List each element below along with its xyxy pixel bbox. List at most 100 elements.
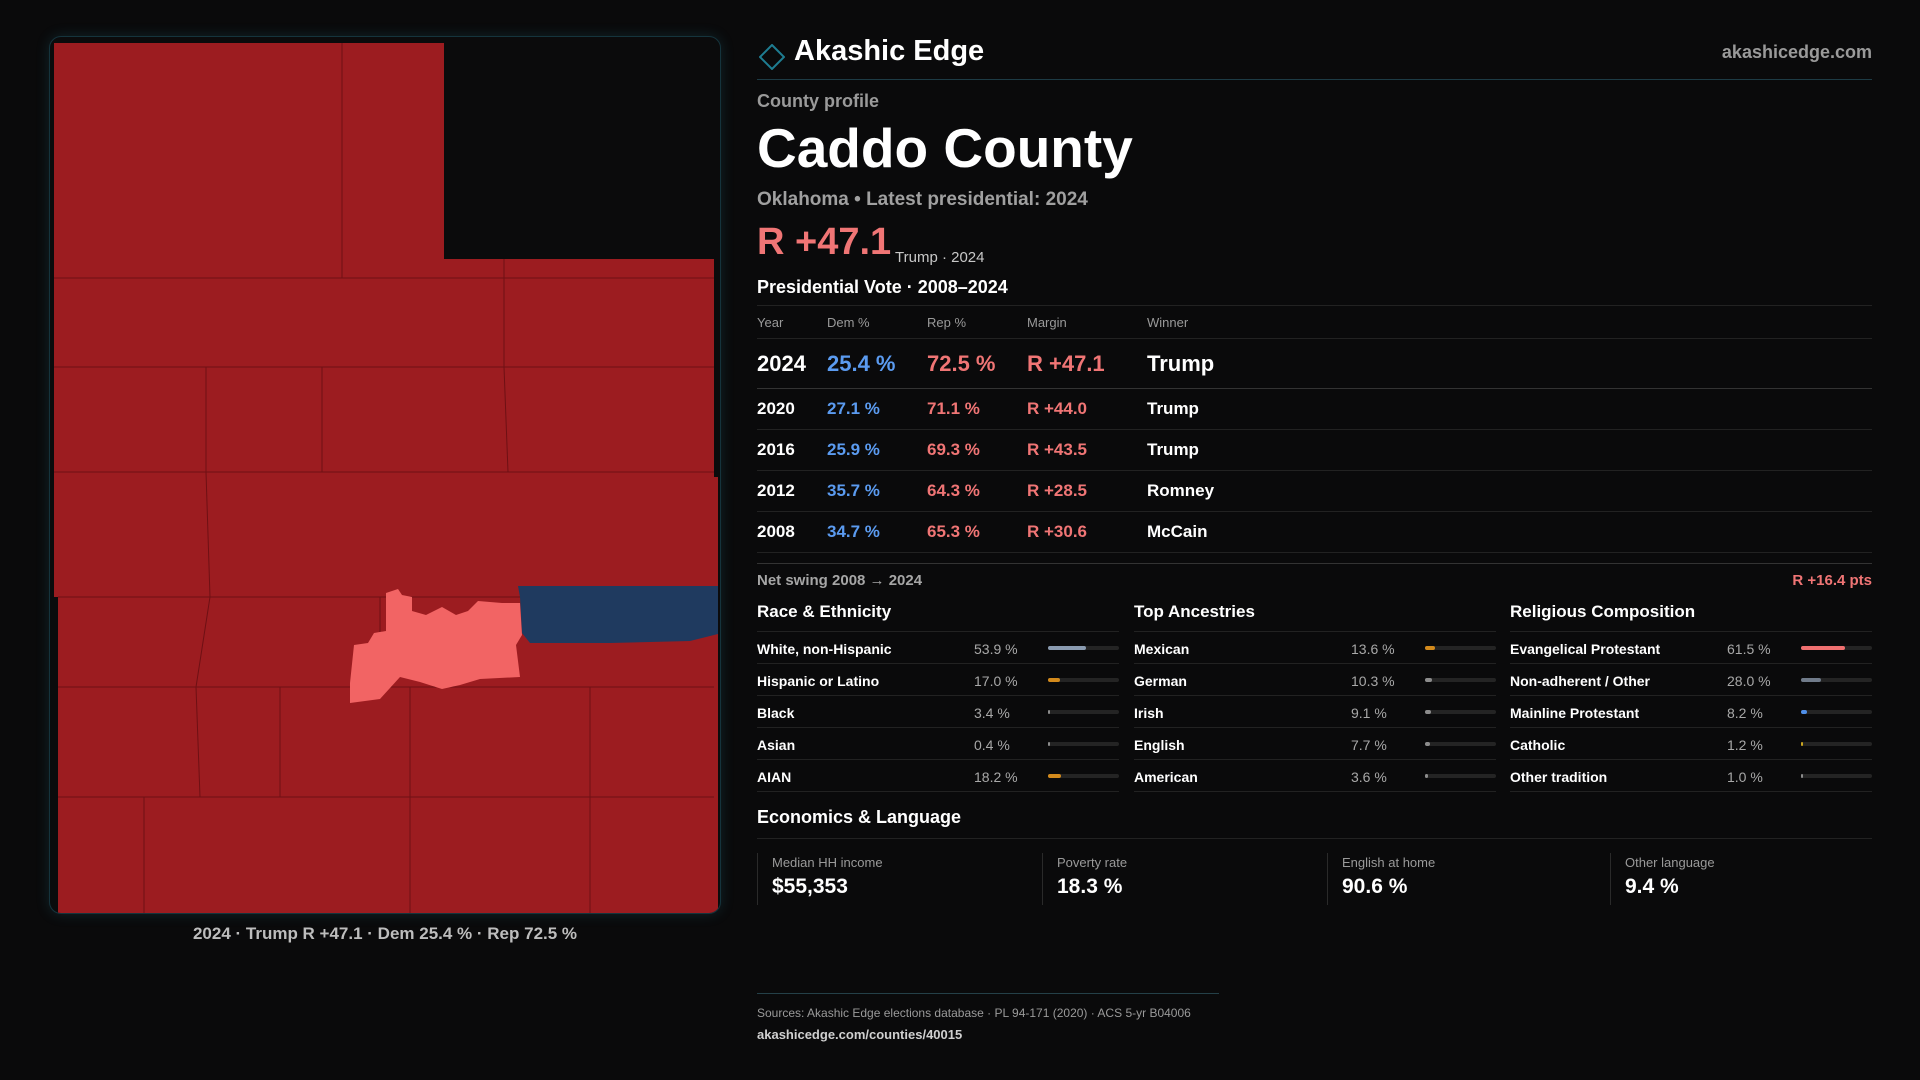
stat-value: 10.3 % — [1351, 673, 1395, 689]
econ-card-poverty: Poverty rate 18.3 % — [1042, 853, 1312, 905]
cell-dem: 35.7 % — [827, 481, 880, 500]
list-item: Mainline Protestant 8.2 % — [1510, 696, 1872, 728]
vote-table-heading: Presidential Vote · 2008–2024 — [757, 277, 1008, 297]
stat-bar-fill — [1801, 710, 1807, 714]
vote-table-header: Year Dem % Rep % Margin Winner — [757, 306, 1872, 339]
section-label: County profile — [757, 91, 879, 111]
profile-panel: Akashic Edge akashicedge.com County prof… — [757, 0, 1872, 1080]
footer-url-link[interactable]: akashicedge.com/counties/40015 — [757, 1027, 963, 1042]
stat-value: 3.4 % — [974, 705, 1010, 721]
list-item: Evangelical Protestant 61.5 % — [1510, 632, 1872, 664]
stat-bar-fill — [1048, 710, 1050, 714]
brand-header: Akashic Edge akashicedge.com — [757, 32, 1872, 80]
stat-value: 3.6 % — [1351, 769, 1387, 785]
footer: Sources: Akashic Edge elections database… — [757, 993, 1219, 1042]
religion-title: Religious Composition — [1510, 600, 1872, 632]
cell-rep: 65.3 % — [927, 522, 980, 541]
list-item: Catholic 1.2 % — [1510, 728, 1872, 760]
col-winner: Winner — [1147, 315, 1189, 330]
cell-margin: R +28.5 — [1027, 481, 1088, 500]
vote-table: Year Dem % Rep % Margin Winner 2024 25.4… — [757, 305, 1872, 553]
table-row: 2024 25.4 % 72.5 % R +47.1 Trump — [757, 339, 1872, 389]
stat-bar — [1048, 678, 1119, 682]
stat-label: Other tradition — [1510, 769, 1608, 785]
economics-title: Economics & Language — [757, 807, 1872, 839]
map-region-rep-strong[interactable] — [54, 43, 718, 913]
stat-bar — [1425, 742, 1496, 746]
col-year: Year — [757, 315, 784, 330]
cell-year: 2020 — [757, 399, 795, 418]
stat-bar-fill — [1425, 742, 1430, 746]
county-map[interactable] — [49, 36, 721, 914]
cell-year: 2016 — [757, 440, 795, 459]
stat-bar — [1801, 678, 1872, 682]
list-item: English 7.7 % — [1134, 728, 1496, 760]
table-row: 2012 35.7 % 64.3 % R +28.5 Romney — [757, 471, 1872, 512]
list-item: White, non-Hispanic 53.9 % — [757, 632, 1119, 664]
table-row: 2016 25.9 % 69.3 % R +43.5 Trump — [757, 430, 1872, 471]
cell-year: 2012 — [757, 481, 795, 500]
econ-value: $55,353 — [772, 875, 848, 898]
county-map-svg — [54, 43, 718, 913]
map-region-dem[interactable] — [518, 586, 718, 643]
stat-label: Hispanic or Latino — [757, 673, 880, 689]
list-item: German 10.3 % — [1134, 664, 1496, 696]
stat-label: English — [1134, 737, 1185, 753]
econ-card-other-language: Other language 9.4 % — [1610, 853, 1880, 905]
econ-card-english: English at home 90.6 % — [1327, 853, 1597, 905]
stat-value: 28.0 % — [1727, 673, 1771, 689]
cell-year: 2024 — [757, 351, 806, 376]
stat-value: 13.6 % — [1351, 641, 1395, 657]
brand-site-link[interactable]: akashicedge.com — [1721, 42, 1872, 62]
econ-value: 18.3 % — [1057, 875, 1123, 898]
econ-value: 90.6 % — [1342, 875, 1408, 898]
map-caption: 2024 · Trump R +47.1 · Dem 25.4 % · Rep … — [192, 924, 578, 943]
col-margin: Margin — [1027, 315, 1067, 330]
cell-winner: Trump — [1147, 351, 1215, 376]
cell-rep: 72.5 % — [927, 351, 996, 376]
race-ethnicity-block: Race & Ethnicity White, non-Hispanic 53.… — [757, 600, 1119, 792]
stat-value: 9.1 % — [1351, 705, 1387, 721]
econ-label: Poverty rate — [1057, 855, 1128, 870]
county-subtitle: Oklahoma • Latest presidential: 2024 — [757, 189, 1088, 210]
religion-block: Religious Composition Evangelical Protes… — [1510, 600, 1872, 792]
stat-label: American — [1134, 769, 1198, 785]
econ-label: Other language — [1625, 855, 1715, 870]
map-region-rep-light[interactable] — [350, 589, 522, 703]
net-swing: Net swing 2008 → 2024 R +16.4 pts — [757, 563, 1872, 593]
cell-year: 2008 — [757, 522, 795, 541]
ancestry-title: Top Ancestries — [1134, 600, 1496, 632]
ancestries-block: Top Ancestries Mexican 13.6 % German 10.… — [1134, 600, 1496, 792]
stat-bar-fill — [1425, 646, 1435, 650]
stat-label: Black — [757, 705, 795, 721]
stat-value: 17.0 % — [974, 673, 1018, 689]
table-row: 2020 27.1 % 71.1 % R +44.0 Trump — [757, 389, 1872, 430]
stat-label: German — [1134, 673, 1187, 689]
race-title: Race & Ethnicity — [757, 600, 1119, 632]
col-rep: Rep % — [927, 315, 967, 330]
stat-label: Evangelical Protestant — [1510, 641, 1661, 657]
list-item: AIAN 18.2 % — [757, 760, 1119, 792]
stat-bar — [1048, 774, 1119, 778]
headline-margin: R +47.1 — [757, 221, 892, 263]
col-dem: Dem % — [827, 315, 870, 330]
stat-bar — [1425, 646, 1496, 650]
econ-label: English at home — [1342, 855, 1436, 870]
list-item: American 3.6 % — [1134, 760, 1496, 792]
stat-bar — [1801, 774, 1872, 778]
stat-value: 1.0 % — [1727, 769, 1763, 785]
cell-margin: R +47.1 — [1027, 351, 1105, 376]
cell-rep: 64.3 % — [927, 481, 980, 500]
stat-value: 18.2 % — [974, 769, 1018, 785]
stat-value: 53.9 % — [974, 641, 1018, 657]
econ-value: 9.4 % — [1625, 875, 1679, 898]
stat-bar-fill — [1425, 710, 1431, 714]
stat-label: AIAN — [757, 769, 792, 785]
table-row: 2008 34.7 % 65.3 % R +30.6 McCain — [757, 512, 1872, 553]
stat-value: 0.4 % — [974, 737, 1010, 753]
stat-label: Mexican — [1134, 641, 1190, 657]
stat-bar-fill — [1425, 774, 1428, 778]
stat-value: 7.7 % — [1351, 737, 1387, 753]
list-item: Hispanic or Latino 17.0 % — [757, 664, 1119, 696]
cell-dem: 25.4 % — [827, 351, 896, 376]
